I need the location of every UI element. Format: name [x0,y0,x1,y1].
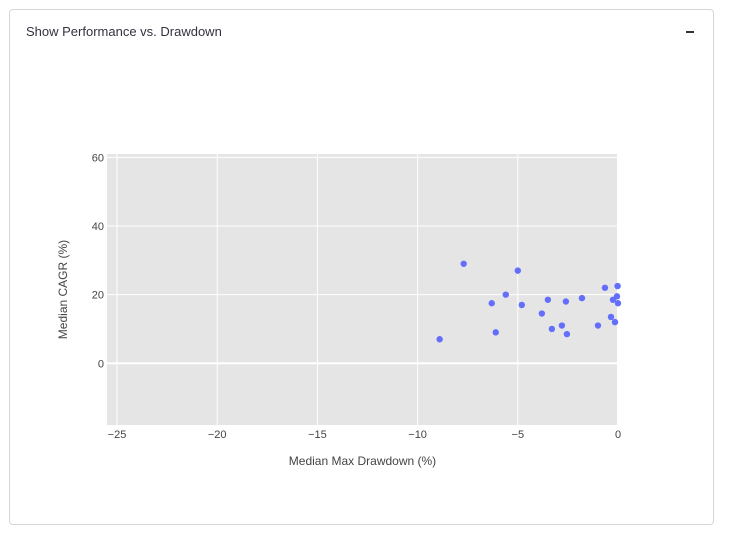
x-tick-label: 0 [615,429,621,441]
minus-icon[interactable] [681,20,699,42]
data-point [611,318,619,326]
x-tick-label: −5 [512,429,525,441]
data-point [544,296,552,303]
data-point [488,300,495,307]
data-point [558,322,566,329]
y-tick-label: 60 [92,152,104,164]
y-tick-label: 0 [98,358,104,370]
data-point [578,294,586,302]
minus-bar [686,31,694,33]
data-point [601,284,609,291]
data-point [514,267,522,274]
y-tick-label: 40 [92,221,104,233]
data-point [607,313,615,321]
panel-header[interactable]: Show Performance vs. Drawdown [10,10,713,54]
x-tick-label: −15 [308,429,327,441]
data-point [460,260,467,267]
data-point [594,322,602,329]
data-point [538,310,546,317]
x-axis-title: Median Max Drawdown (%) [289,454,436,468]
panel-title: Show Performance vs. Drawdown [26,24,222,39]
data-point [436,336,443,343]
data-point [614,282,621,290]
x-tick-label: −20 [208,429,227,441]
y-axis-title: Median CAGR (%) [56,240,70,339]
x-tick-label: −25 [108,429,127,441]
data-point [502,291,509,298]
data-point [563,330,571,338]
y-tick-label: 20 [92,290,104,302]
data-point [614,300,622,307]
plot-area [107,154,618,425]
data-point [613,293,621,300]
data-point [518,301,526,309]
data-point [492,329,499,336]
x-tick-label: −10 [408,429,427,441]
data-point [562,298,570,305]
data-point [548,325,556,333]
